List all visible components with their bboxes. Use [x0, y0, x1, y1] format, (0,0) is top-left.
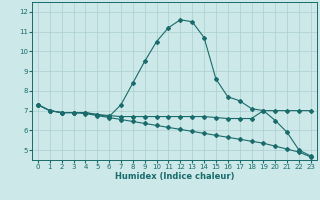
X-axis label: Humidex (Indice chaleur): Humidex (Indice chaleur): [115, 172, 234, 181]
